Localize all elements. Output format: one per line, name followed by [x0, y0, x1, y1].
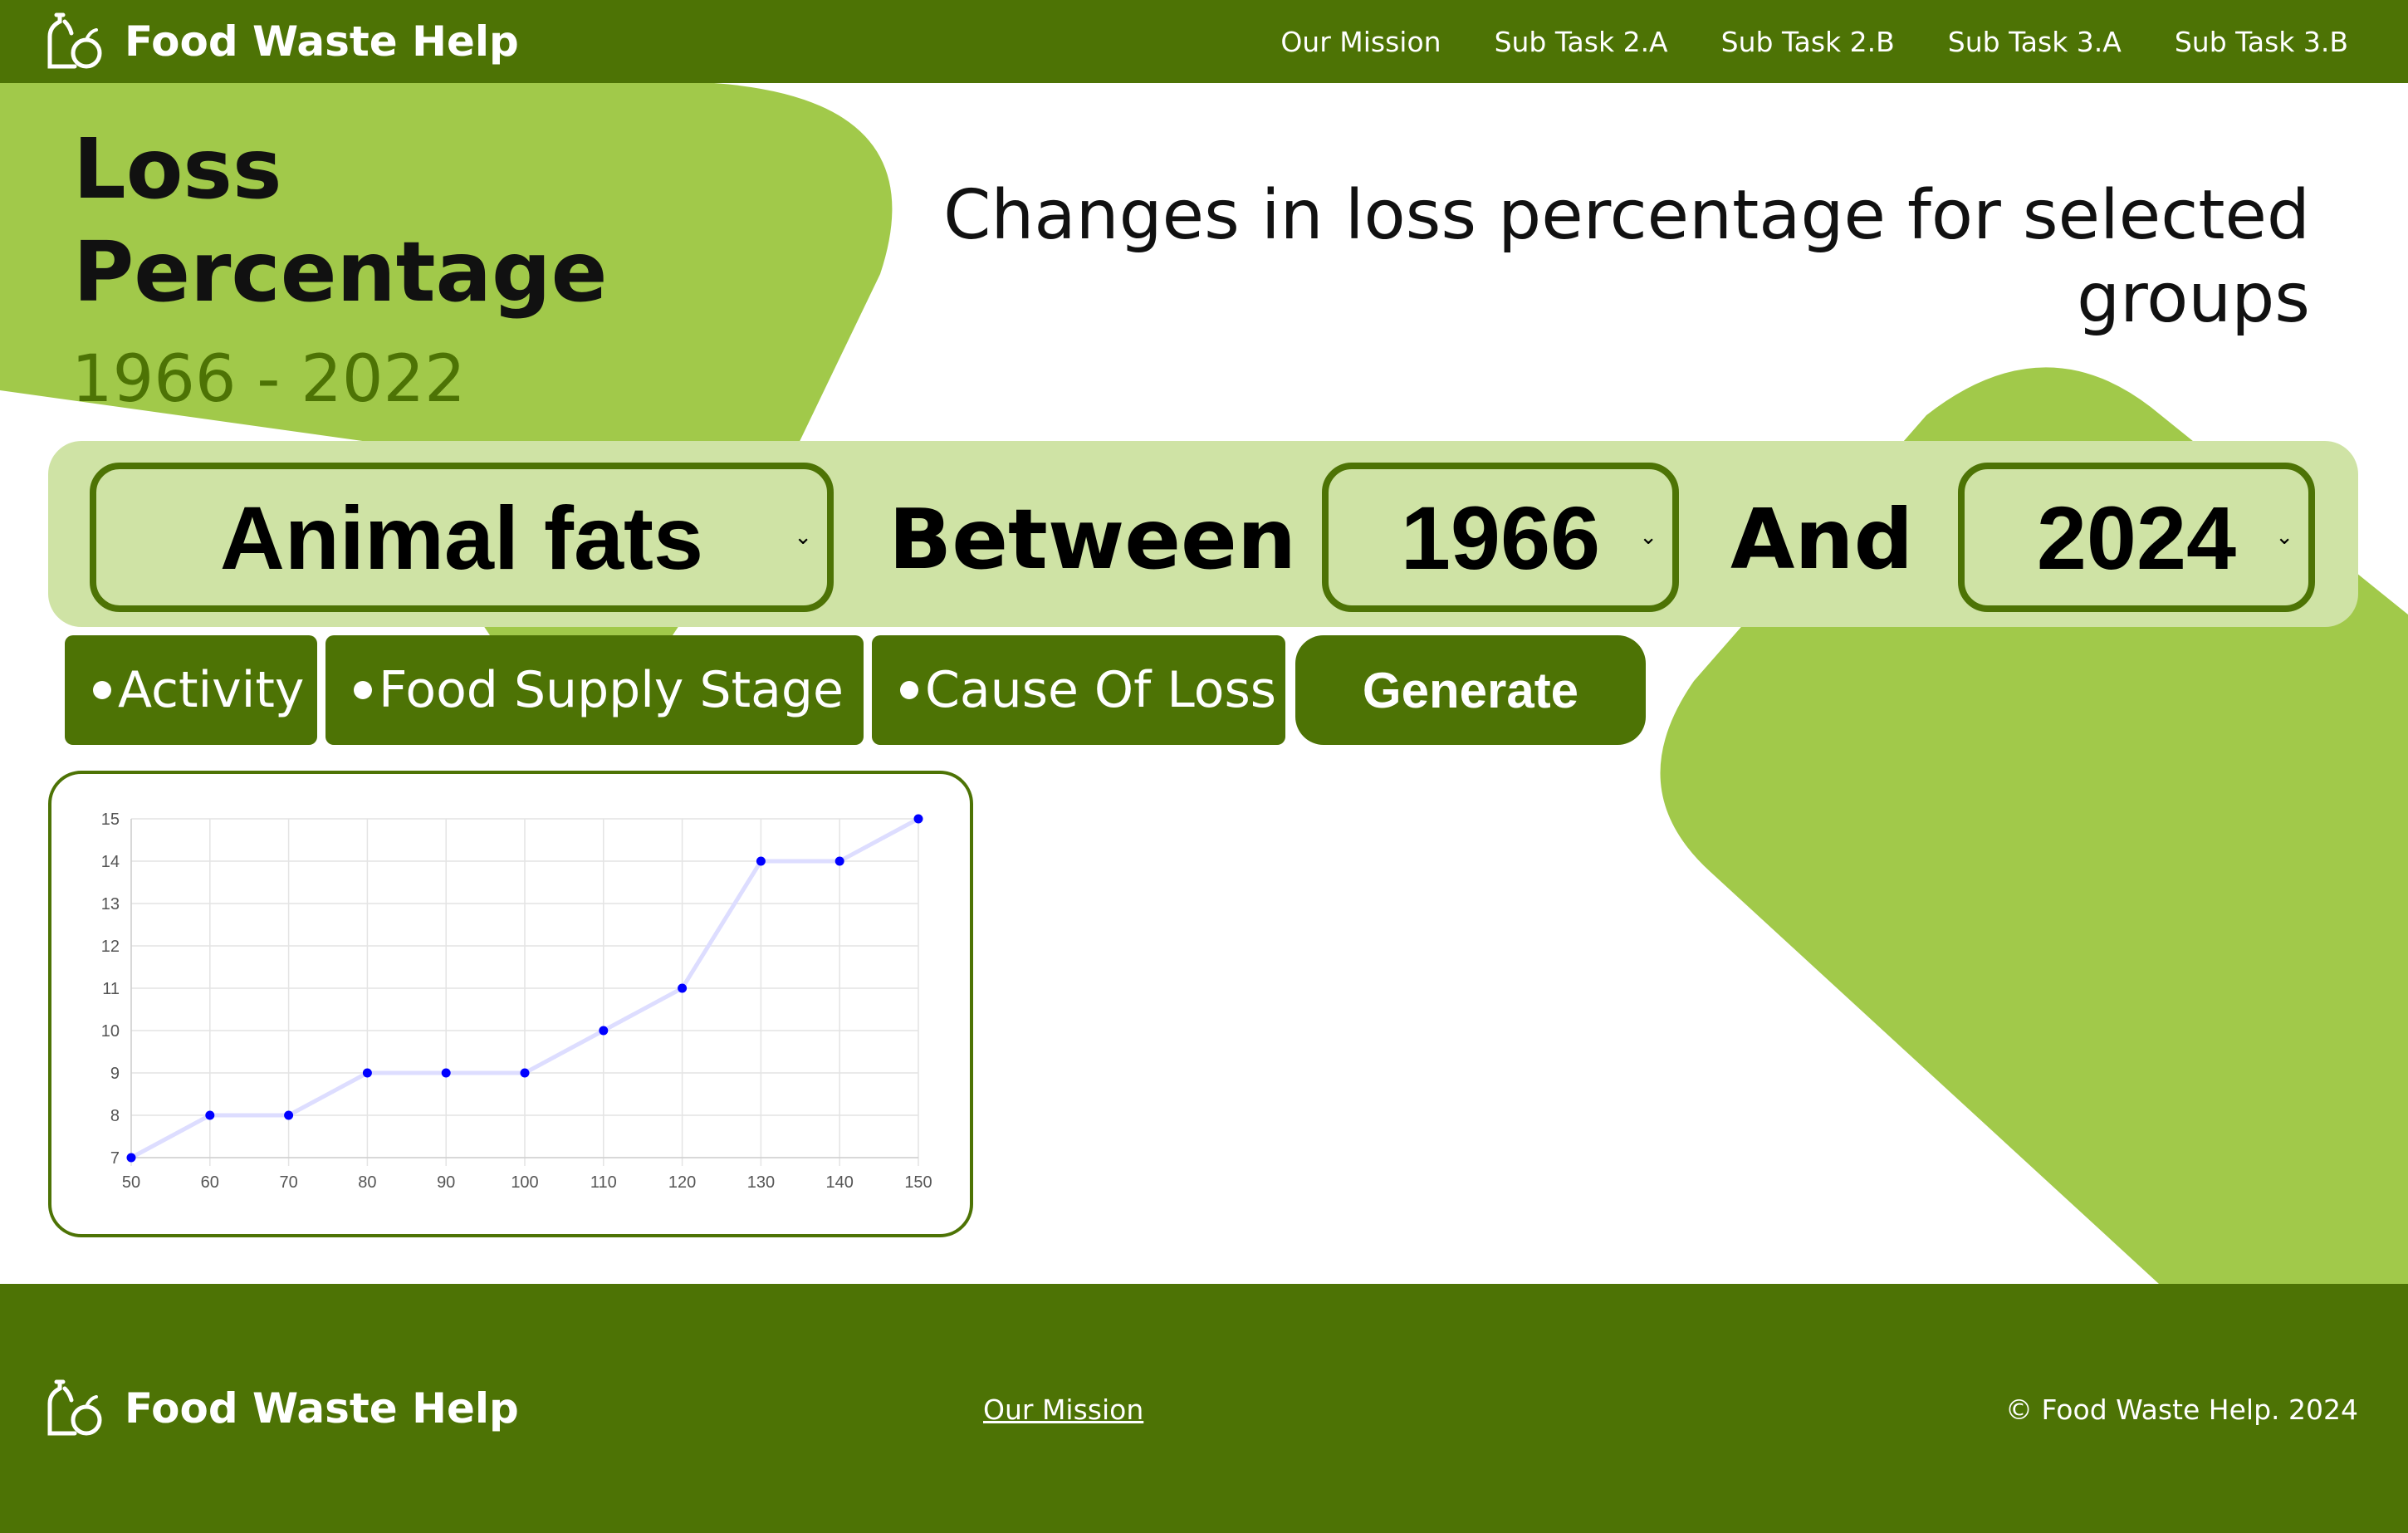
data-point [126, 1153, 136, 1163]
footer: Food Waste Help [0, 1284, 2408, 1533]
page-subtitle: Changes in loss percentage for selected … [898, 174, 2310, 340]
nav-link-our-mission[interactable]: Our Mission [1280, 25, 1441, 58]
x-tick-label: 70 [279, 1173, 297, 1192]
nav-links: Our Mission Sub Task 2.A Sub Task 2.B Su… [1227, 0, 2348, 83]
top-navbar: Food Waste Help Our Mission Sub Task 2.A… [0, 0, 2408, 83]
brand[interactable]: Food Waste Help [45, 12, 519, 71]
x-tick-label: 90 [437, 1173, 455, 1192]
chevron-down-icon: ⌄ [2275, 524, 2293, 549]
generate-button[interactable]: Generate [1295, 635, 1646, 745]
nav-link-subtask-2b[interactable]: Sub Task 2.B [1720, 25, 1895, 58]
x-tick-label: 150 [904, 1173, 932, 1192]
food-supply-stage-label: Food Supply Stage [379, 661, 844, 719]
brand-name: Food Waste Help [125, 17, 519, 66]
y-tick-label: 15 [101, 811, 120, 829]
footer-brand[interactable]: Food Waste Help [45, 1379, 519, 1438]
loss-line-chart: 7 8 9 10 11 12 13 14 15 50 60 70 80 90 100 110 120 130 140… [101, 811, 932, 1192]
bottle-apple-icon [45, 1379, 103, 1438]
radio-dot-icon [354, 681, 372, 699]
activity-radio-button[interactable]: Activity [65, 635, 317, 745]
cause-of-loss-radio-button[interactable]: Cause Of Loss [872, 635, 1285, 745]
y-tick-label: 12 [101, 938, 120, 956]
data-point [362, 1068, 372, 1078]
end-year-value: 2024 [2036, 487, 2237, 588]
cause-of-loss-label: Cause Of Loss [925, 661, 1276, 719]
footer-link-our-mission[interactable]: Our Mission [983, 1393, 1144, 1426]
data-point [913, 814, 923, 824]
chevron-down-icon: ⌄ [794, 524, 812, 549]
nav-link-subtask-2a[interactable]: Sub Task 2.A [1494, 25, 1668, 58]
data-point [678, 983, 688, 993]
data-point [599, 1026, 609, 1036]
data-point [834, 856, 844, 866]
radio-dot-icon [900, 681, 918, 699]
page-title-line2: Percentage [73, 223, 608, 321]
y-tick-label: 13 [101, 895, 120, 913]
x-tick-label: 80 [358, 1173, 376, 1192]
x-tick-label: 120 [668, 1173, 696, 1192]
page-subtitle-line1: Changes in loss percentage for selected [943, 176, 2310, 255]
radio-dot-icon [93, 681, 111, 699]
page-title-line1: Loss [73, 120, 282, 218]
y-tick-label: 14 [101, 853, 120, 871]
x-tick-label: 100 [511, 1173, 538, 1192]
nav-link-subtask-3b[interactable]: Sub Task 3.B [2174, 25, 2348, 58]
y-tick-label: 7 [110, 1149, 120, 1168]
commodity-select[interactable]: Animal fats ⌄ [90, 463, 834, 612]
y-tick-label: 10 [101, 1022, 120, 1041]
activity-label: Activity [118, 661, 305, 719]
page-subtitle-line2: groups [2077, 259, 2310, 338]
data-point [441, 1068, 451, 1078]
food-supply-stage-radio-button[interactable]: Food Supply Stage [325, 635, 864, 745]
x-tick-label: 130 [747, 1173, 775, 1192]
x-tick-label: 60 [201, 1173, 219, 1192]
x-tick-label: 50 [122, 1173, 140, 1192]
data-point [756, 856, 766, 866]
commodity-select-value: Animal fats [219, 487, 704, 588]
chart-card: 7 8 9 10 11 12 13 14 15 50 60 70 80 90 100 110 120 130 140… [48, 771, 973, 1237]
chevron-down-icon: ⌄ [1639, 524, 1657, 549]
selector-bar: Animal fats ⌄ Between 1966 ⌄ And 2024 ⌄ [48, 441, 2358, 627]
copyright-text: © Food Waste Help. 2024 [2005, 1393, 2358, 1426]
y-tick-label: 11 [102, 980, 120, 998]
start-year-select[interactable]: 1966 ⌄ [1322, 463, 1679, 612]
y-tick-label: 9 [110, 1065, 120, 1083]
data-point [205, 1110, 215, 1120]
between-label: Between [888, 491, 1297, 588]
y-tick-label: 8 [110, 1107, 120, 1125]
hero-blob [0, 83, 893, 498]
x-tick-label: 140 [826, 1173, 854, 1192]
and-label: And [1730, 491, 1914, 588]
nav-link-subtask-3a[interactable]: Sub Task 3.A [1947, 25, 2122, 58]
x-tick-label: 110 [590, 1173, 617, 1192]
data-point [284, 1110, 294, 1120]
bottle-apple-icon [45, 12, 103, 71]
page-title: Loss Percentage [73, 118, 654, 324]
year-range: 1966 - 2022 [71, 342, 466, 417]
data-point [520, 1068, 530, 1078]
start-year-value: 1966 [1400, 487, 1601, 588]
footer-brand-name: Food Waste Help [125, 1384, 519, 1433]
end-year-select[interactable]: 2024 ⌄ [1958, 463, 2315, 612]
